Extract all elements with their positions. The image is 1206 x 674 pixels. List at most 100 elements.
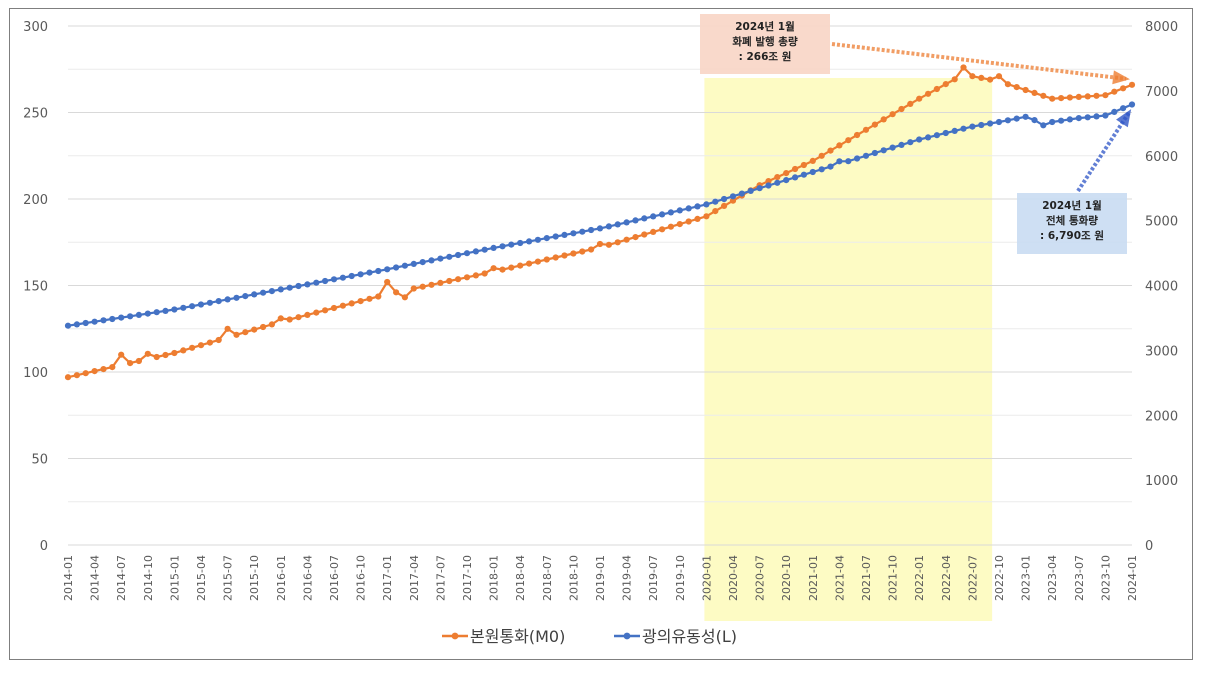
series-2-point [756, 185, 763, 192]
series-2-point [916, 136, 923, 143]
series-2-point [1058, 117, 1065, 124]
annotation-arrowhead-2 [1116, 109, 1132, 128]
y-right-tick-label: 8000 [1145, 20, 1178, 35]
series-2-point [685, 205, 692, 212]
series-2-point [472, 248, 479, 255]
series-1-point [233, 331, 240, 338]
series-2-point [286, 284, 293, 291]
series-2-point [180, 304, 187, 311]
series-2-point [260, 289, 267, 296]
series-1-point [1084, 93, 1091, 100]
series-2-point [313, 279, 320, 286]
series-2-point [144, 310, 151, 317]
x-tick-label: 2018-01 [488, 555, 501, 601]
series-1-point [64, 374, 72, 381]
series-2-point [455, 251, 462, 259]
series-2-point [1075, 115, 1082, 122]
y-right-tick-label: 7000 [1145, 85, 1178, 100]
series-2-point [73, 321, 80, 328]
series-1-point [109, 364, 116, 371]
series-2-point [641, 215, 648, 222]
x-tick-label: 2024-01 [1126, 555, 1139, 601]
series-2-point [614, 221, 621, 228]
series-2-point [1022, 113, 1029, 120]
series-1-point [623, 236, 630, 243]
series-2-point [162, 307, 169, 314]
annotation-text: 2024년 1월 [1042, 199, 1102, 212]
series-2-point [481, 246, 488, 253]
series-1-point [472, 272, 479, 279]
y-left-tick-label: 150 [23, 280, 48, 295]
series-1-point [410, 285, 417, 292]
series-2-point [712, 198, 719, 205]
series-2-point [1120, 105, 1127, 112]
series-1-point [792, 165, 799, 173]
series-2-point [428, 257, 435, 264]
x-tick-label: 2016-01 [275, 555, 288, 601]
series-1-point [384, 278, 391, 286]
x-tick-label: 2019-10 [674, 555, 687, 601]
series-2-point [339, 274, 346, 281]
series-1-point [490, 265, 497, 272]
series-2-point [543, 235, 550, 242]
series-1-point [1058, 95, 1065, 102]
x-tick-label: 2014-07 [115, 555, 128, 601]
series-1-point [437, 279, 444, 286]
series-2-point [942, 129, 949, 137]
series-2-point [694, 203, 701, 210]
x-tick-label: 2022-01 [913, 555, 926, 601]
series-2-point [135, 311, 142, 318]
series-2-point [995, 118, 1003, 126]
legend-marker-1 [451, 632, 459, 640]
x-tick-label: 2022-10 [993, 555, 1006, 601]
series-1-point [1111, 88, 1118, 95]
series-2-point [987, 120, 994, 127]
x-tick-label: 2018-07 [541, 555, 554, 601]
series-1-point [446, 277, 453, 285]
x-tick-label: 2021-01 [807, 555, 820, 601]
x-tick-label: 2020-04 [727, 555, 740, 601]
series-1-point [703, 213, 710, 220]
series-1-point [366, 295, 373, 302]
series-1-point [552, 254, 559, 261]
series-1-point [765, 178, 772, 185]
x-tick-label: 2023-07 [1073, 555, 1086, 601]
series-1-point [224, 325, 231, 332]
series-2-point [233, 294, 240, 301]
y-left-tick-label: 100 [23, 366, 48, 381]
series-1-point [455, 276, 462, 283]
series-2-point [251, 291, 258, 298]
series-1-point [260, 323, 267, 331]
series-1-point [1004, 81, 1012, 88]
series-1-point [605, 241, 613, 248]
series-2-point [561, 231, 568, 238]
series-2-point [809, 168, 816, 176]
series-1-point [534, 258, 542, 265]
series-1-point [871, 121, 879, 128]
series-1-point [1013, 84, 1020, 91]
series-1-point [1066, 94, 1073, 101]
annotation-text: : 6,790조 원 [1040, 229, 1104, 242]
series-1-point [596, 240, 604, 248]
annotation-arrowhead-1 [1112, 70, 1130, 85]
series-2-point [82, 319, 89, 327]
series-2-point [1031, 117, 1038, 124]
series-1-point [526, 260, 533, 267]
series-2-point [907, 139, 914, 146]
series-1-point [818, 152, 825, 159]
series-2-point [588, 226, 595, 234]
y-right-tick-label: 1000 [1145, 474, 1178, 489]
series-2-point [827, 163, 834, 170]
x-tick-label: 2022-07 [966, 555, 979, 601]
series-1-point [916, 95, 923, 102]
series-1-point [251, 326, 258, 333]
series-2-point [1049, 118, 1056, 126]
series-2-point [1004, 117, 1012, 124]
chart-frame: 0 50 100 150 200 250 300 0 1000 2000 3000 4000 5000 6… [9, 8, 1193, 660]
series-1-point [73, 372, 80, 379]
series-1-point [614, 239, 621, 246]
series-1-point [499, 266, 506, 273]
series-1-point [676, 221, 683, 228]
x-tick-label: 2022-04 [940, 555, 953, 601]
series-1-point [1102, 92, 1109, 99]
